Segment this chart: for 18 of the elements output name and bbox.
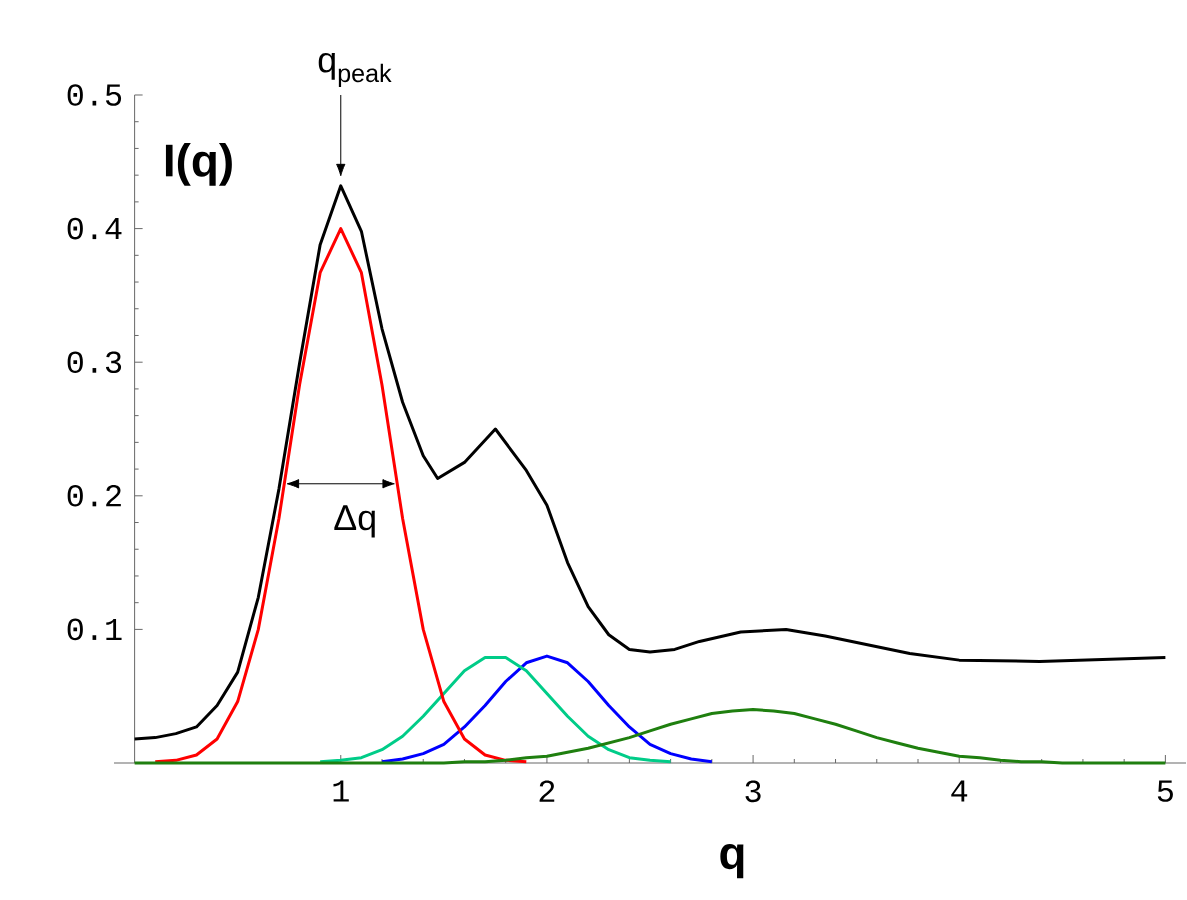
line-series	[153, 227, 528, 764]
x-tick-label: 1	[333, 780, 349, 802]
x-tick-label: 2	[539, 780, 555, 802]
annotation: q$_{peak}$	[318, 52, 392, 88]
x-tick-label: 5	[1157, 780, 1173, 802]
y-tick-label: 0.1	[67, 618, 122, 641]
y-tick-label: 0.2	[67, 484, 121, 507]
x-tick-label: 4	[951, 780, 968, 802]
y-tick-label: 0.4	[67, 217, 122, 240]
y-axis-title: I(q)	[165, 143, 232, 186]
x-tick-label: 3	[745, 780, 761, 803]
line-series	[133, 184, 1167, 741]
y-tick-label: 0.3	[67, 351, 122, 374]
y-tick-label: 0.5	[67, 84, 122, 106]
x-axis-title: q	[720, 844, 744, 879]
line-series	[380, 654, 714, 764]
annotation: Δq	[334, 505, 375, 538]
line-series	[318, 655, 673, 764]
